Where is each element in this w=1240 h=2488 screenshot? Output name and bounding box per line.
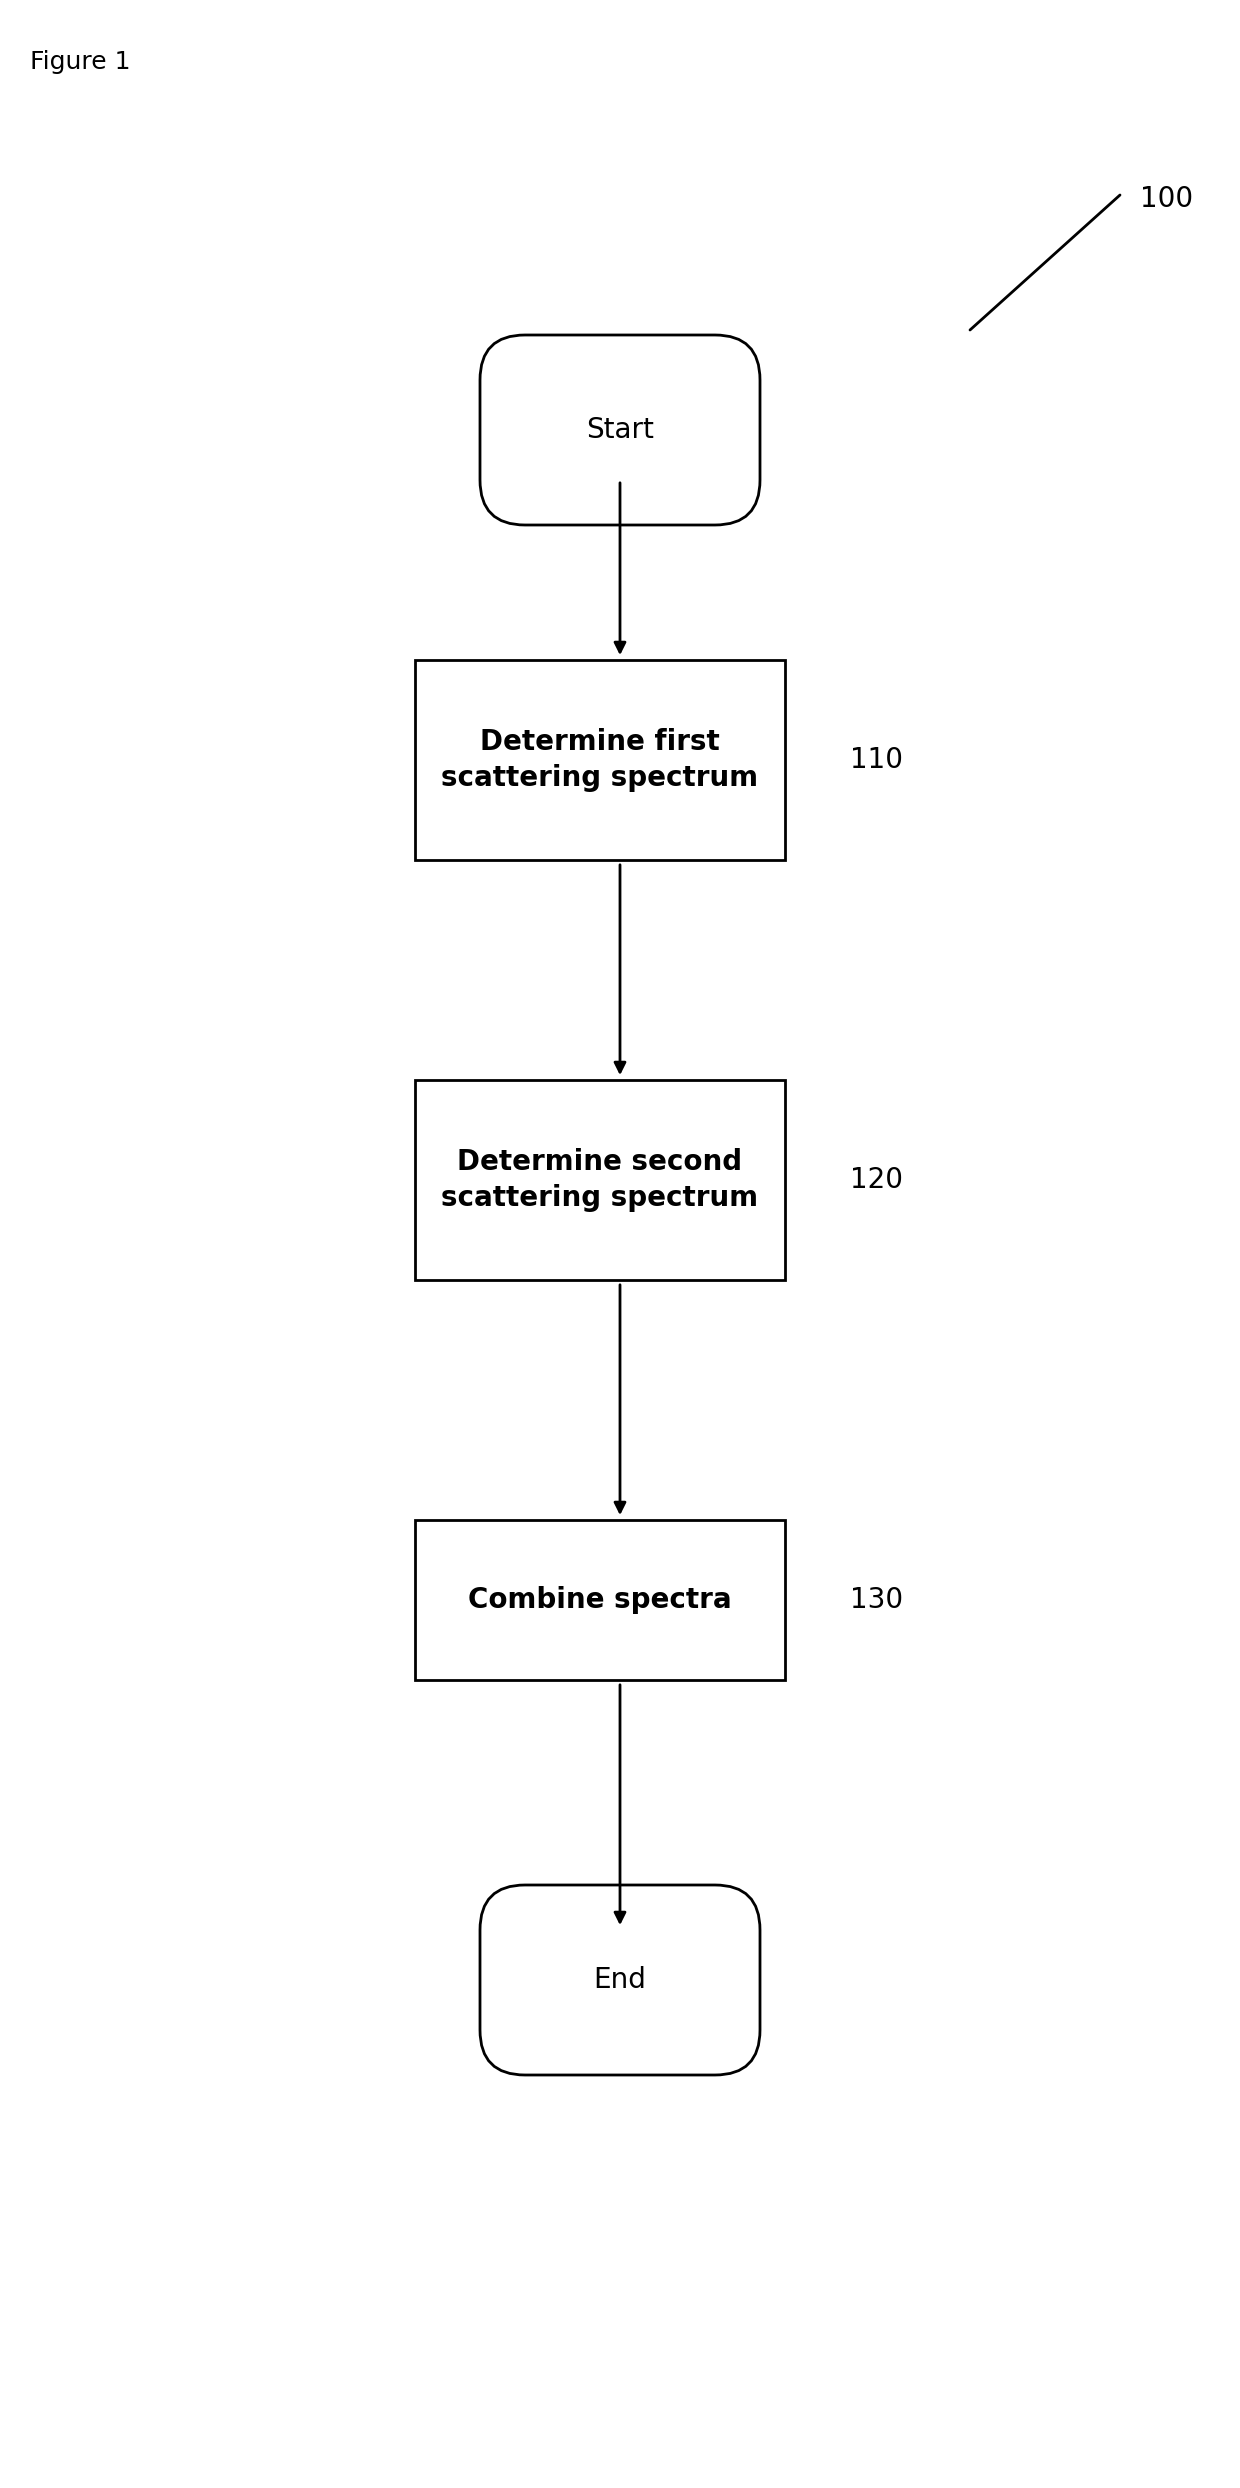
Bar: [415, 1080, 785, 1279]
Text: Determine second
scattering spectrum: Determine second scattering spectrum: [441, 1147, 759, 1212]
Text: 110: 110: [849, 746, 903, 774]
Text: End: End: [594, 1966, 646, 1993]
Text: Combine spectra: Combine spectra: [469, 1585, 732, 1615]
Text: 120: 120: [849, 1167, 903, 1194]
Text: Start: Start: [587, 415, 653, 443]
Text: Determine first
scattering spectrum: Determine first scattering spectrum: [441, 726, 759, 791]
FancyBboxPatch shape: [480, 1886, 760, 2075]
FancyBboxPatch shape: [480, 336, 760, 525]
Bar: [415, 1520, 785, 1679]
Text: Figure 1: Figure 1: [30, 50, 130, 75]
Text: 130: 130: [849, 1585, 903, 1615]
Bar: [415, 659, 785, 861]
Text: 100: 100: [1140, 184, 1193, 214]
